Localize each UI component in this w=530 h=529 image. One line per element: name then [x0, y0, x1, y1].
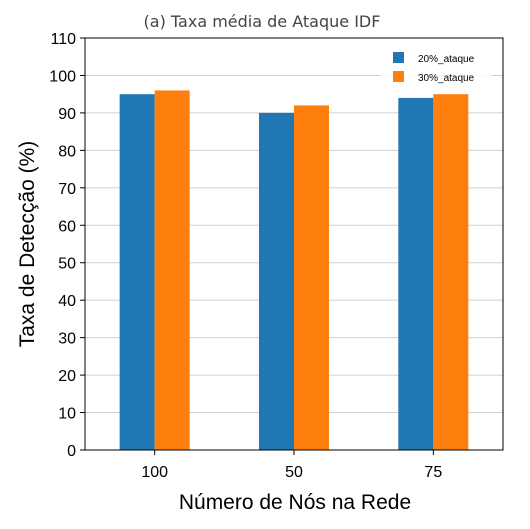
legend-background [380, 45, 492, 89]
y-tick-label: 30 [58, 331, 76, 348]
legend-swatch [393, 71, 404, 82]
y-tick-label: 60 [58, 218, 76, 235]
legend-label: 20%_ataque [418, 54, 475, 65]
y-tick-label: 110 [50, 31, 76, 48]
y-tick-label: 50 [58, 256, 76, 273]
x-tick-label: 50 [285, 464, 303, 481]
y-tick-label: 100 [49, 68, 76, 85]
y-tick-label: 0 [67, 443, 76, 460]
bars [119, 90, 469, 450]
bar-20%_ataque-75 [398, 97, 434, 450]
y-axis-label: Taxa de Detecção (%) [16, 141, 39, 348]
x-tick-label: 100 [141, 464, 168, 481]
x-tick-label: 75 [424, 464, 442, 481]
y-tick-label: 90 [58, 106, 76, 123]
y-tick-label: 20 [58, 368, 76, 385]
y-tick-label: 10 [58, 406, 76, 423]
y-axis-ticks: 0 10 20 30 40 50 60 70 80 90 100 110 [49, 31, 85, 460]
legend-label: 30%_ataque [418, 73, 475, 84]
bar-20%_ataque-50 [259, 112, 294, 450]
x-axis-label: Número de Nós na Rede [179, 491, 411, 514]
legend: 20%_ataque 30%_ataque [380, 45, 492, 89]
legend-swatch [393, 52, 404, 63]
y-tick-label: 40 [58, 293, 76, 310]
bar-20%_ataque-100 [119, 94, 155, 450]
bar-30%_ataque-75 [433, 94, 469, 450]
y-tick-label: 70 [58, 181, 76, 198]
bar-30%_ataque-100 [154, 90, 190, 450]
chart-title: (a) Taxa média de Ataque IDF [144, 12, 381, 31]
x-axis-ticks: 100 50 75 [141, 450, 442, 481]
bar-30%_ataque-50 [294, 105, 329, 450]
y-tick-label: 80 [58, 143, 76, 160]
